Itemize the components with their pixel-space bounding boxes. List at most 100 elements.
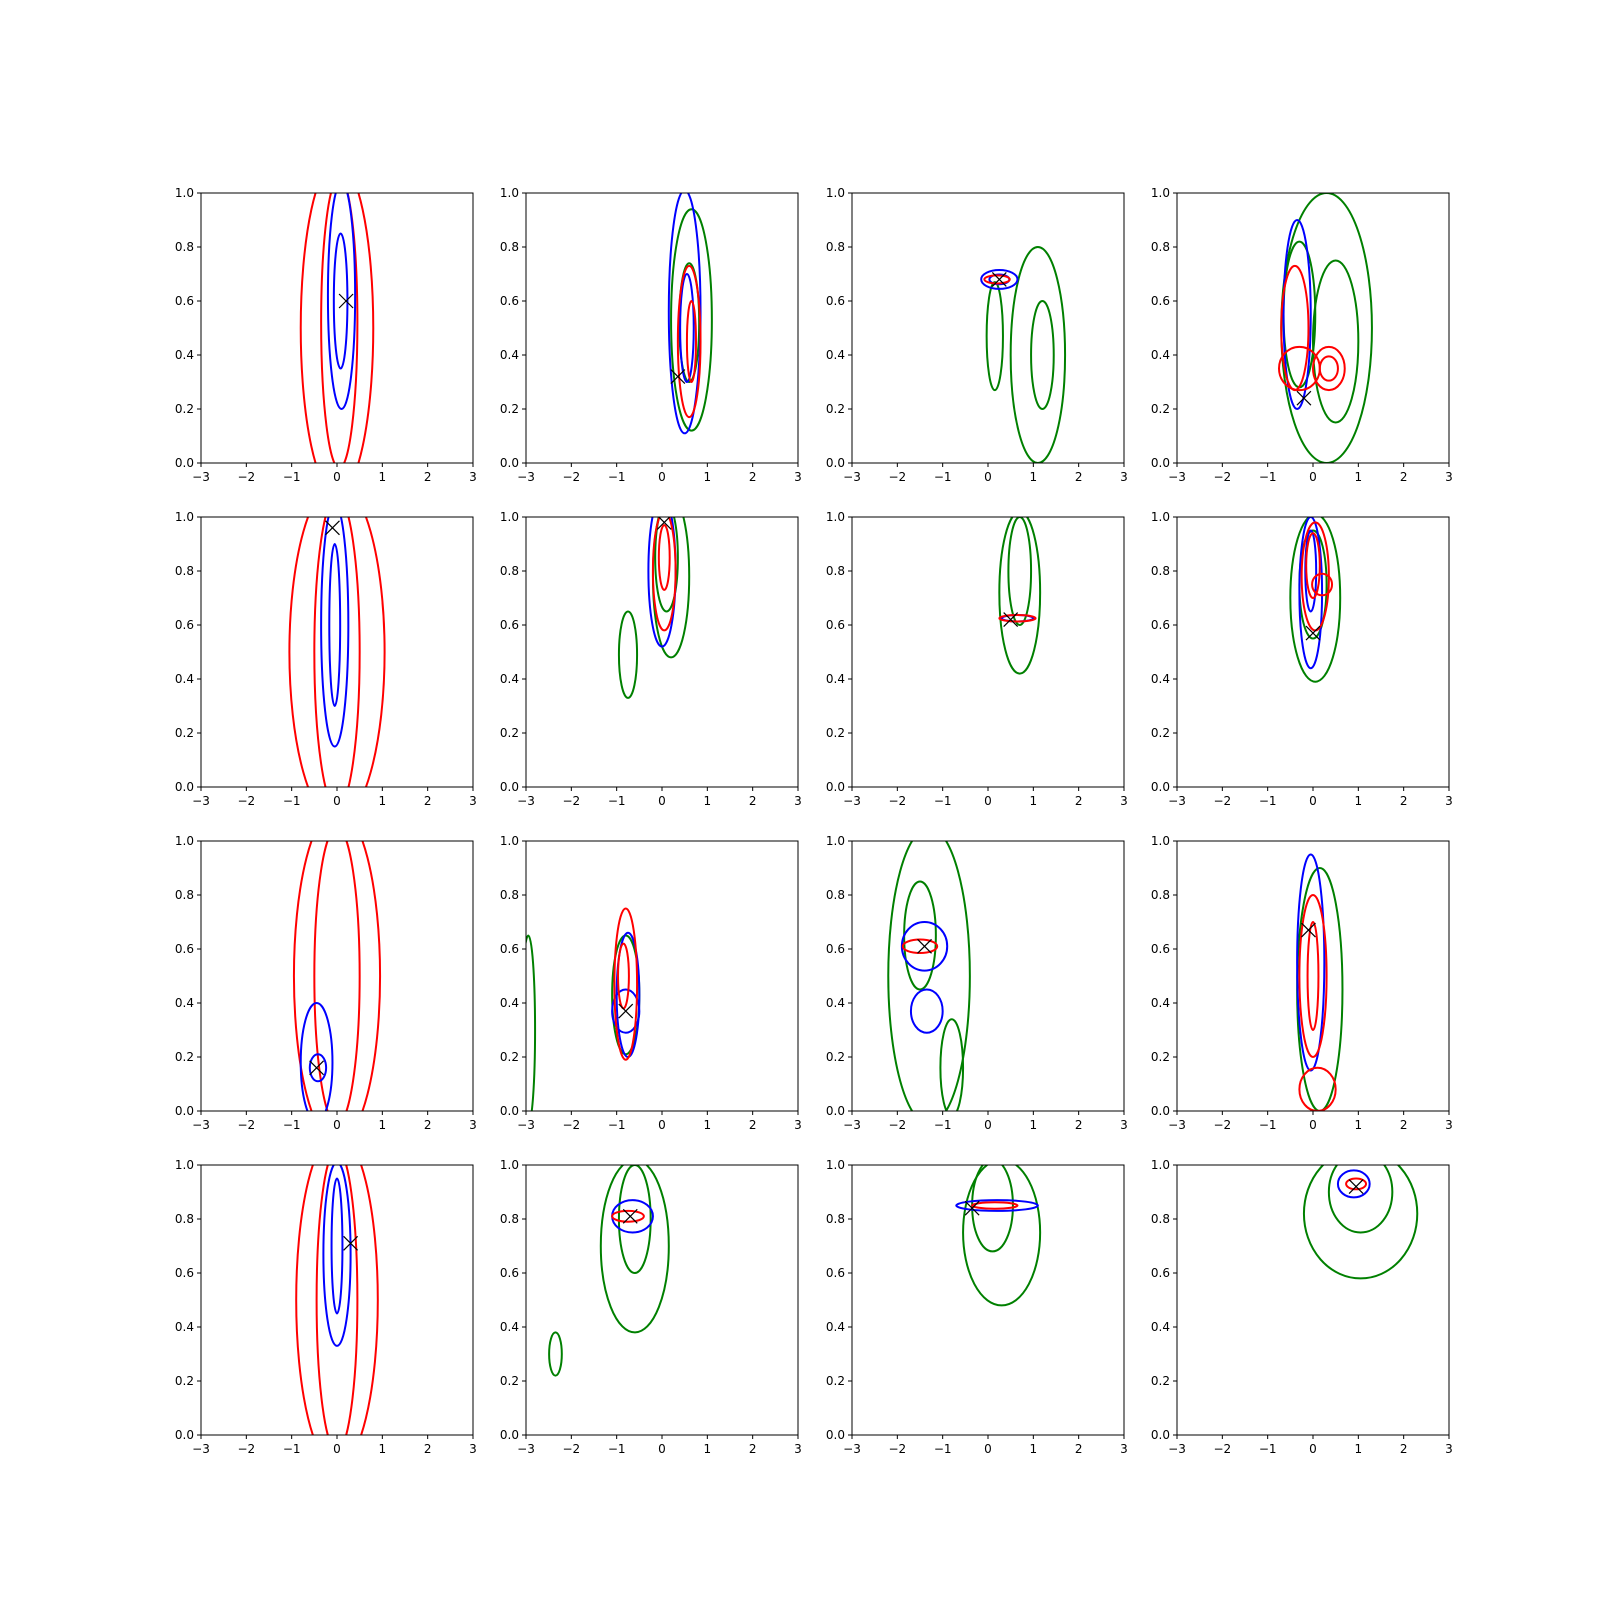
x-tick-label: −2 — [888, 470, 906, 484]
blue-contour — [909, 988, 944, 1034]
y-tick-label: 0.4 — [1151, 996, 1170, 1010]
red-contour — [676, 264, 702, 419]
x-tick-label: −2 — [562, 794, 580, 808]
x-tick-label: 0 — [984, 470, 992, 484]
y-tick-label: 0.8 — [500, 888, 519, 902]
y-tick-label: 0.2 — [826, 1050, 845, 1064]
axes-frame — [525, 516, 799, 788]
subplot-3-3: −3 −2 −1 0 1 2 3 0.0 0.2 0.4 0.6 0.8 1.0 — [826, 834, 1128, 1132]
y-tick-label: 0.6 — [1151, 618, 1170, 632]
x-tick-label: 1 — [379, 1442, 387, 1456]
x-tick-label: −2 — [1213, 1118, 1231, 1132]
y-tick-label: 0.8 — [1151, 1212, 1170, 1226]
x-tick-label: 1 — [704, 1118, 712, 1132]
x-tick-label: −2 — [1213, 1442, 1231, 1456]
plot-area — [1289, 517, 1342, 683]
axes-frame — [200, 1164, 474, 1436]
y-tick-label: 0.0 — [1151, 780, 1170, 794]
y-tick-label: 0.4 — [175, 1320, 194, 1334]
red-contour — [295, 1165, 379, 1435]
red-contour — [651, 517, 677, 632]
green-contour — [1312, 259, 1360, 424]
y-tick-label: 0.4 — [175, 996, 194, 1010]
x-tick-label: −3 — [1168, 1118, 1186, 1132]
x-tick-label: 1 — [1030, 794, 1038, 808]
red-contour — [1280, 264, 1310, 392]
green-contour — [1007, 517, 1033, 626]
x-marker — [622, 1208, 638, 1224]
axes-frame — [525, 192, 799, 464]
x-tick-label: −3 — [192, 1118, 210, 1132]
y-tick-label: 0.4 — [826, 1320, 845, 1334]
y-tick-label: 1.0 — [500, 834, 519, 848]
y-tick-label: 0.2 — [500, 1374, 519, 1388]
x-tick-label: 0 — [984, 1118, 992, 1132]
green-contour — [1289, 517, 1342, 683]
y-tick-label: 0.4 — [826, 672, 845, 686]
y-tick-label: 0.2 — [500, 1050, 519, 1064]
red-contour — [983, 274, 1011, 285]
green-contour — [1327, 1165, 1394, 1234]
x-marker — [1301, 922, 1316, 938]
y-tick-label: 0.0 — [500, 456, 519, 470]
x-tick-label: 3 — [794, 794, 802, 808]
red-contour — [1345, 1177, 1368, 1191]
y-tick-label: 1.0 — [1151, 186, 1170, 200]
y-tick-label: 0.8 — [175, 564, 194, 578]
y-tick-label: 0.8 — [826, 240, 845, 254]
y-tick-label: 1.0 — [826, 834, 845, 848]
y-tick-label: 0.4 — [500, 996, 519, 1010]
y-tick-label: 0.0 — [826, 1428, 845, 1442]
red-contour — [1311, 572, 1334, 597]
x-tick-label: 3 — [1120, 1442, 1128, 1456]
x-marker — [343, 1235, 359, 1251]
x-tick-label: 0 — [658, 794, 666, 808]
x-tick-label: 2 — [424, 1118, 432, 1132]
x-tick-label: 0 — [1309, 1442, 1317, 1456]
y-tick-label: 0.0 — [1151, 456, 1170, 470]
x-tick-label: 2 — [1400, 1442, 1408, 1456]
red-contour — [288, 517, 386, 787]
green-contour — [998, 517, 1042, 675]
subplot-3-1: −3 −2 −1 0 1 2 3 0.0 0.2 0.4 0.6 0.8 1.0 — [175, 834, 477, 1132]
blue-contour — [326, 193, 357, 410]
x-tick-label: 1 — [1355, 1118, 1363, 1132]
y-tick-label: 0.6 — [1151, 942, 1170, 956]
x-marker — [309, 1060, 325, 1076]
y-tick-label: 1.0 — [1151, 510, 1170, 524]
y-tick-label: 0.2 — [826, 1374, 845, 1388]
x-tick-label: 0 — [658, 470, 666, 484]
x-tick-label: 3 — [1120, 794, 1128, 808]
plot-area — [1278, 193, 1373, 463]
red-contour — [971, 1201, 1019, 1210]
x-tick-label: 2 — [749, 794, 757, 808]
x-marker — [618, 1003, 634, 1019]
x-marker — [1348, 1179, 1364, 1195]
x-tick-label: −1 — [608, 1442, 626, 1456]
y-tick-label: 0.2 — [175, 402, 194, 416]
y-tick-label: 0.6 — [826, 294, 845, 308]
y-tick-label: 0.4 — [175, 672, 194, 686]
x-tick-label: −1 — [283, 794, 301, 808]
x-tick-label: 1 — [1030, 470, 1038, 484]
green-contour — [1302, 1165, 1419, 1280]
red-contour — [657, 524, 671, 591]
y-tick-label: 0.8 — [500, 564, 519, 578]
y-tick-label: 0.8 — [826, 564, 845, 578]
x-tick-label: 3 — [1445, 1442, 1453, 1456]
x-tick-label: 2 — [424, 470, 432, 484]
x-tick-label: 1 — [1355, 794, 1363, 808]
y-tick-label: 0.4 — [175, 348, 194, 362]
green-contour — [962, 1165, 1042, 1307]
y-tick-label: 0.0 — [175, 1428, 194, 1442]
plot-area — [667, 193, 713, 435]
y-tick-label: 0.0 — [175, 1104, 194, 1118]
x-tick-label: −1 — [934, 1118, 952, 1132]
x-tick-label: −2 — [888, 794, 906, 808]
x-tick-label: 0 — [333, 794, 341, 808]
red-contour — [685, 300, 698, 383]
y-tick-label: 0.0 — [826, 456, 845, 470]
x-tick-label: 3 — [469, 1118, 477, 1132]
y-tick-label: 0.6 — [175, 294, 194, 308]
x-tick-label: −3 — [192, 794, 210, 808]
